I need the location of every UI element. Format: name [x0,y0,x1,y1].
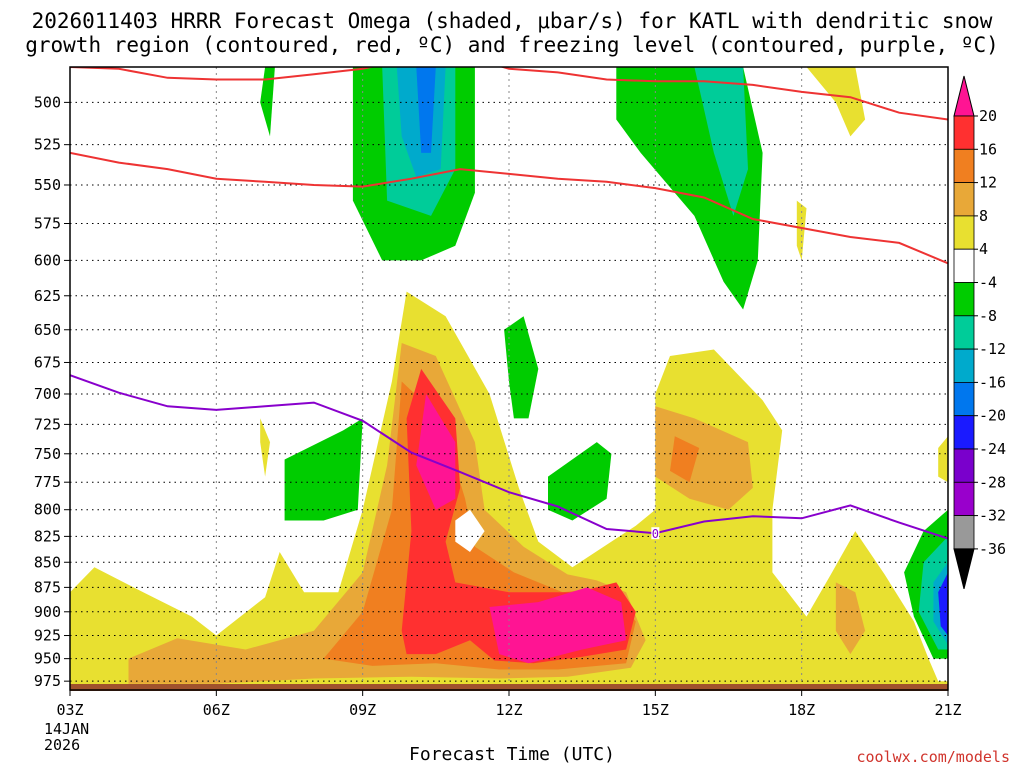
omega-region-lightorange-3 [835,582,866,655]
y-tick-label-575: 575 [34,215,61,233]
omega-region-green-11 [504,316,539,419]
date-year-label: 2026 [44,736,81,754]
y-tick-label-900: 900 [34,603,61,621]
colorbar-label-13: -36 [979,540,1006,558]
x-tick-label-21: 21Z [934,701,961,719]
omega-region-green-10 [284,418,363,521]
omega-region-pink-7 [416,394,456,510]
y-tick-label-825: 825 [34,527,61,545]
y-tick-label-850: 850 [34,553,61,571]
y-tick-label-750: 750 [34,445,61,463]
colorbar-bin-purple [953,448,975,483]
y-tick-label-800: 800 [34,501,61,519]
colorbar-bin-lightorange [953,182,975,217]
y-tick-label-925: 925 [34,627,61,645]
omega-region-pink-8 [489,587,627,664]
colorbar-bin-teal [953,315,975,350]
omega-region-yellow-20 [806,67,866,137]
y-tick-label-500: 500 [34,93,61,111]
freezing-level-label: 0 [652,527,659,541]
date-day-label: 14JAN [44,720,90,738]
colorbar-label-11: -28 [979,473,1006,491]
colorbar-bin-yellow [953,215,975,250]
freezing-label-bg [651,527,660,540]
y-tick-label-675: 675 [34,353,61,371]
ground-strip [70,684,948,691]
omega-region-red-6 [401,368,636,664]
omega-shading [70,67,948,690]
omega-region-blue-19 [416,67,436,153]
colorbar-label-2: 12 [979,174,997,192]
y-tick-label-550: 550 [34,176,61,194]
colorbar-label-8: -16 [979,373,1006,391]
x-tick-label-3: 03Z [56,701,83,719]
omega-region-yellow-21 [938,436,948,483]
y-tick-label-625: 625 [34,287,61,305]
y-tick-label-775: 775 [34,473,61,491]
colorbar-bin-red [953,115,975,150]
freezing-level-line [70,374,948,540]
omega-region-orange-5 [670,436,700,483]
colorbar-bin-white [953,248,975,283]
omega-region-white-9 [455,509,485,552]
contour-lines: 0 [70,67,948,541]
colorbar-label-1: 16 [979,140,997,158]
colorbar-bottom-arrow [953,548,975,590]
colorbar-bin-gray [953,515,975,550]
colorbar-label-0: 20 [979,107,997,125]
colorbar-label-7: -12 [979,340,1006,358]
chart-title-line1: 2026011403 HRRR Forecast Omega (shaded, … [31,9,993,33]
y-tick-label-975: 975 [34,672,61,690]
x-axis-label: Forecast Time (UTC) [409,744,615,765]
colorbar-top-arrow [953,75,975,117]
omega-region-teal-17 [694,67,748,216]
x-tick-label-6: 06Z [203,701,230,719]
y-tick-label-725: 725 [34,415,61,433]
dgz-lower-isotherm-line [70,151,948,265]
credit-link[interactable]: coolwx.com/models [856,748,1010,766]
colorbar-label-9: -20 [979,407,1006,425]
x-tick-label-18: 18Z [788,701,815,719]
x-axis-ticks: 03Z 06Z 09Z 12Z 15Z 18Z 21Z [56,690,962,719]
y-tick-label-875: 875 [34,578,61,596]
y-tick-label-600: 600 [34,251,61,269]
colorbar-label-5: -4 [979,274,997,292]
x-tick-label-9: 09Z [349,701,376,719]
omega-region-darkblue-27 [938,572,948,636]
y-tick-label-950: 950 [34,650,61,668]
colorbar: 20 16 12 8 4 -4 -8 -12 -16 -20 -24 -28 -32 -36 [953,75,1006,590]
x-tick-label-12: 12Z [495,701,522,719]
colorbar-label-6: -8 [979,307,997,325]
omega-region-green-12 [548,442,612,521]
colorbar-label-3: 8 [979,207,988,225]
colorbar-bin-blue [953,381,975,417]
omega-region-green-15 [260,67,275,137]
colorbar-bin-cyan [953,348,975,383]
colorbar-bin-orange [953,148,975,184]
colorbar-bin-violet [953,481,975,516]
omega-region-yellow-0 [70,291,948,690]
omega-region-lightorange-2 [655,406,753,510]
colorbar-label-12: -32 [979,507,1006,525]
colorbar-bin-darkblue [953,415,975,450]
y-tick-label-650: 650 [34,321,61,339]
y-tick-label-700: 700 [34,385,61,403]
colorbar-bin-green [953,282,975,317]
chart-title-line2: growth region (contoured, red, ºC) and f… [25,33,999,57]
omega-region-yellow-23 [260,418,270,477]
y-axis-ticks: 500 525 550 575 600 625 650 675 700 725 750 775 800 8… [34,93,70,690]
colorbar-label-10: -24 [979,440,1006,458]
colorbar-label-4: 4 [979,240,988,258]
dgz-upper-isotherm-line [70,67,948,121]
x-tick-label-15: 15Z [642,701,669,719]
y-tick-label-525: 525 [34,136,61,154]
